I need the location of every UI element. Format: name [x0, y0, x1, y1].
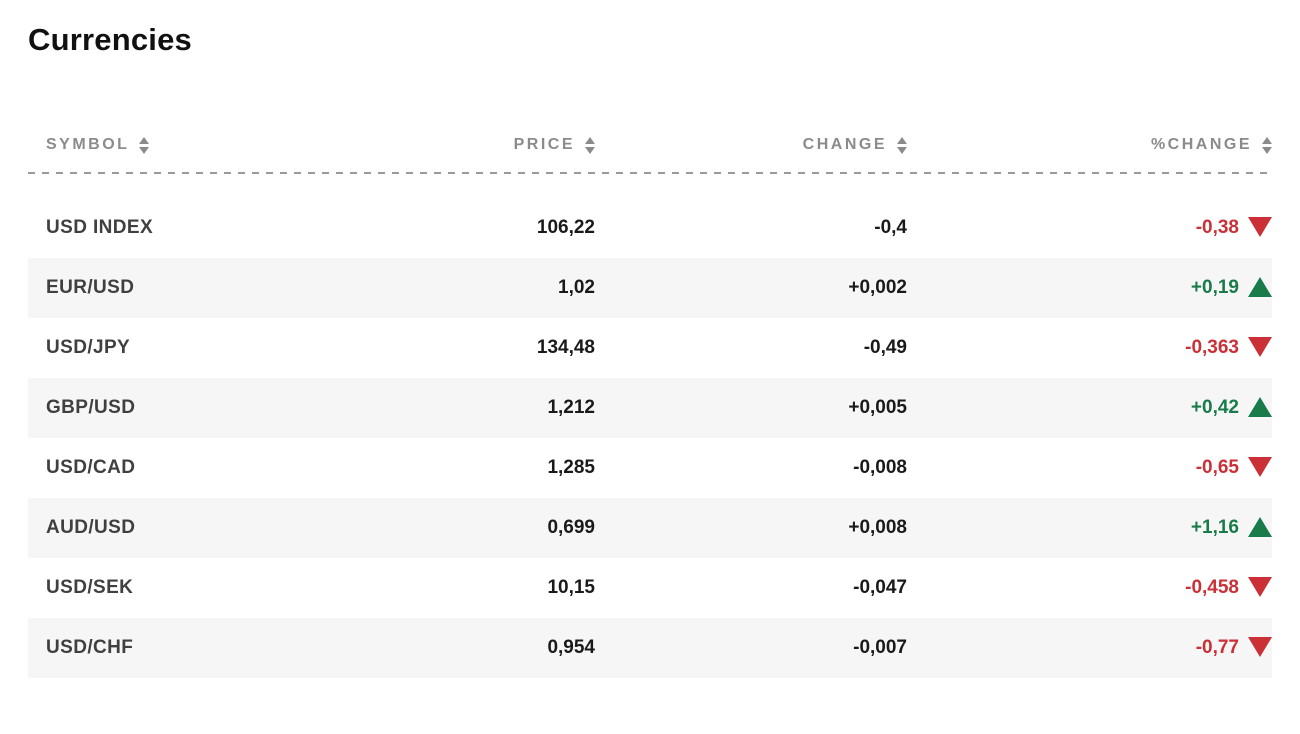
pct-change-cell: +0,19 — [907, 277, 1272, 299]
price-cell: 10,15 — [547, 577, 595, 598]
pct-change-value: +0,19 — [1190, 277, 1239, 298]
price-cell: 0,954 — [547, 637, 595, 658]
sort-icon — [585, 136, 595, 154]
sort-icon — [1262, 136, 1272, 154]
table-body: USD INDEX 106,22 -0,4 -0,38 EUR/USD 1,02… — [28, 174, 1272, 678]
table-row: USD/CHF 0,954 -0,007 -0,77 — [28, 618, 1272, 678]
change-cell: +0,005 — [848, 397, 907, 418]
column-header-change-label: CHANGE — [802, 136, 887, 153]
change-cell: +0,008 — [848, 517, 907, 538]
trend-arrow-icon — [1248, 517, 1272, 537]
trend-arrow-icon — [1248, 397, 1272, 417]
table-row: USD/JPY 134,48 -0,49 -0,363 — [28, 318, 1272, 378]
pct-change-cell: +1,16 — [907, 517, 1272, 539]
symbol-cell[interactable]: USD/CHF — [46, 637, 134, 658]
column-header-symbol[interactable]: SYMBOL — [28, 136, 345, 154]
column-header-price-label: PRICE — [513, 136, 575, 153]
price-cell: 1,212 — [547, 397, 595, 418]
header-dashed-divider — [28, 172, 1272, 174]
table-header-row: SYMBOL PRICE CHANGE %CHANGE — [28, 118, 1272, 172]
table-row: USD INDEX 106,22 -0,4 -0,38 — [28, 198, 1272, 258]
column-header-pct-change[interactable]: %CHANGE — [907, 136, 1272, 154]
sort-icon — [139, 136, 150, 154]
column-header-pct-change-label: %CHANGE — [1150, 136, 1252, 153]
trend-arrow-icon — [1248, 217, 1272, 237]
change-cell: -0,49 — [863, 337, 907, 358]
pct-change-cell: -0,77 — [907, 637, 1272, 659]
page-title: Currencies — [28, 22, 192, 57]
table-row: AUD/USD 0,699 +0,008 +1,16 — [28, 498, 1272, 558]
pct-change-value: -0,458 — [1185, 577, 1239, 598]
trend-arrow-icon — [1248, 457, 1272, 477]
symbol-cell[interactable]: USD/SEK — [46, 577, 134, 598]
trend-arrow-icon — [1248, 337, 1272, 357]
change-cell: -0,008 — [853, 457, 907, 478]
change-cell: -0,007 — [853, 637, 907, 658]
symbol-cell[interactable]: USD/CAD — [46, 457, 136, 478]
symbol-cell[interactable]: AUD/USD — [46, 517, 136, 538]
currencies-table: SYMBOL PRICE CHANGE %CHANGE USD INDEX 10… — [28, 118, 1272, 678]
price-cell: 134,48 — [536, 337, 595, 358]
price-cell: 106,22 — [536, 217, 595, 238]
trend-arrow-icon — [1248, 637, 1272, 657]
column-header-symbol-label: SYMBOL — [46, 136, 130, 153]
pct-change-cell: -0,38 — [907, 217, 1272, 239]
pct-change-value: -0,65 — [1195, 457, 1239, 478]
price-cell: 0,699 — [547, 517, 595, 538]
symbol-cell[interactable]: GBP/USD — [46, 397, 136, 418]
pct-change-value: +0,42 — [1190, 397, 1239, 418]
table-row: GBP/USD 1,212 +0,005 +0,42 — [28, 378, 1272, 438]
trend-arrow-icon — [1248, 577, 1272, 597]
column-header-change[interactable]: CHANGE — [595, 136, 907, 154]
pct-change-cell: -0,458 — [907, 577, 1272, 599]
change-cell: -0,047 — [853, 577, 907, 598]
symbol-cell[interactable]: EUR/USD — [46, 277, 135, 298]
change-cell: +0,002 — [848, 277, 907, 298]
pct-change-value: +1,16 — [1190, 517, 1239, 538]
table-row: USD/SEK 10,15 -0,047 -0,458 — [28, 558, 1272, 618]
table-row: EUR/USD 1,02 +0,002 +0,19 — [28, 258, 1272, 318]
pct-change-value: -0,77 — [1195, 637, 1239, 658]
pct-change-cell: +0,42 — [907, 397, 1272, 419]
table-row: USD/CAD 1,285 -0,008 -0,65 — [28, 438, 1272, 498]
symbol-cell[interactable]: USD INDEX — [46, 217, 154, 238]
pct-change-cell: -0,65 — [907, 457, 1272, 479]
pct-change-value: -0,38 — [1195, 217, 1239, 238]
price-cell: 1,285 — [547, 457, 595, 478]
pct-change-cell: -0,363 — [907, 337, 1272, 359]
symbol-cell[interactable]: USD/JPY — [46, 337, 131, 358]
trend-arrow-icon — [1248, 277, 1272, 297]
sort-icon — [897, 136, 907, 154]
price-cell: 1,02 — [558, 277, 595, 298]
pct-change-value: -0,363 — [1185, 337, 1239, 358]
change-cell: -0,4 — [874, 217, 907, 238]
column-header-price[interactable]: PRICE — [345, 136, 595, 154]
